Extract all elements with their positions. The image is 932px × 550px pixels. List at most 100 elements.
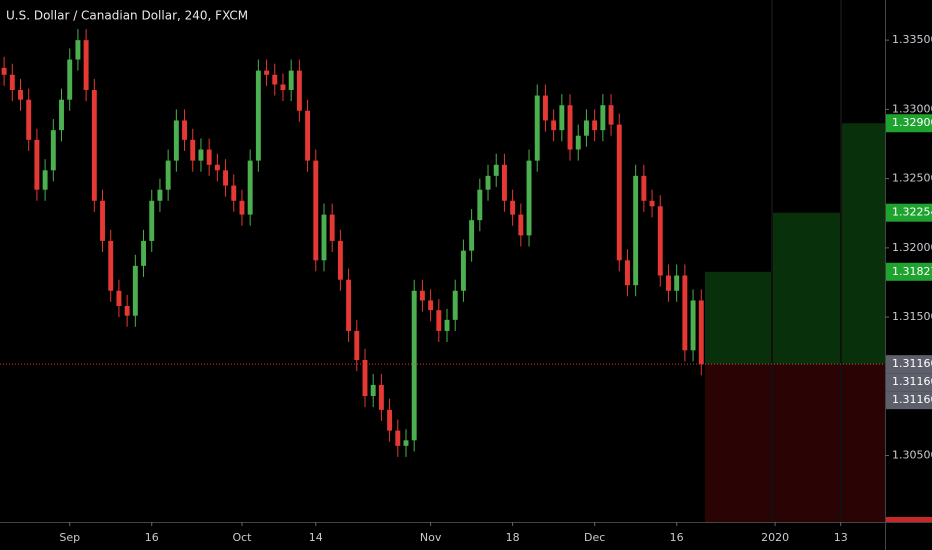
y-tick-label: 1.32000 bbox=[892, 241, 932, 254]
candle-body bbox=[231, 185, 237, 201]
y-tick-label: 1.31500 bbox=[892, 310, 932, 323]
candle-body bbox=[493, 164, 499, 176]
stop-tag bbox=[886, 517, 932, 522]
candle-body bbox=[26, 99, 32, 140]
candle-body bbox=[444, 319, 450, 331]
price-tag-label: 1.31160 bbox=[892, 375, 932, 388]
candle-body bbox=[690, 300, 696, 351]
candle-body bbox=[592, 120, 598, 131]
y-tick-label: 1.30500 bbox=[892, 449, 932, 462]
price-tag-label: 1.31160 bbox=[892, 393, 932, 406]
target-tag bbox=[886, 262, 932, 281]
target-tag bbox=[886, 203, 932, 222]
candle-body bbox=[698, 300, 704, 365]
candle-body bbox=[501, 164, 507, 201]
candle-body bbox=[255, 70, 261, 161]
candle-body bbox=[83, 40, 89, 90]
candle-body bbox=[600, 105, 606, 131]
candle-body bbox=[280, 84, 286, 90]
candle-body bbox=[1, 67, 7, 75]
candle-body bbox=[75, 40, 81, 60]
target-zone bbox=[772, 212, 841, 365]
x-tick-label: 16 bbox=[670, 531, 684, 544]
x-tick-label: 18 bbox=[506, 531, 520, 544]
candle-body bbox=[124, 306, 130, 316]
candle-body bbox=[182, 120, 188, 140]
candle-body bbox=[198, 149, 204, 161]
candle-body bbox=[518, 214, 524, 236]
target-zone bbox=[705, 271, 772, 365]
candle-body bbox=[362, 360, 368, 396]
x-tick-label: 2020 bbox=[761, 531, 789, 544]
candle-body bbox=[50, 130, 56, 171]
price-tag bbox=[886, 391, 932, 410]
candle-body bbox=[214, 164, 220, 171]
candle-body bbox=[419, 290, 425, 301]
candle-body bbox=[329, 214, 335, 241]
candle-body bbox=[674, 275, 680, 291]
candle-body bbox=[354, 330, 360, 360]
last-price-tag-label: 1.31160 bbox=[892, 357, 932, 370]
candle-body bbox=[542, 95, 548, 121]
candle-body bbox=[18, 90, 23, 100]
candle-body bbox=[305, 110, 311, 161]
candle-body bbox=[608, 105, 614, 125]
candle-body bbox=[624, 260, 630, 286]
x-tick-label: Dec bbox=[584, 531, 605, 544]
candle-body bbox=[641, 175, 647, 201]
candle-body bbox=[67, 59, 73, 100]
y-tick-label: 1.33500 bbox=[892, 33, 932, 46]
target-tag-label: 1.32254 bbox=[892, 206, 932, 219]
candle-body bbox=[132, 265, 138, 316]
candle-body bbox=[526, 160, 532, 236]
candle-body bbox=[59, 99, 64, 131]
candle-body bbox=[108, 240, 114, 291]
candle-body bbox=[510, 200, 516, 215]
candle-body bbox=[666, 275, 671, 291]
candle-body bbox=[190, 139, 196, 161]
candle-body bbox=[346, 279, 352, 331]
candle-body bbox=[403, 440, 409, 446]
candle-body bbox=[149, 200, 155, 241]
candle-body bbox=[452, 290, 458, 320]
candle-body bbox=[157, 189, 163, 201]
candle-body bbox=[173, 120, 179, 161]
candle-body bbox=[559, 105, 565, 131]
y-tick-label: 1.32500 bbox=[892, 172, 932, 185]
candle-body bbox=[583, 120, 589, 136]
candle-body bbox=[34, 139, 40, 190]
x-tick-label: 14 bbox=[309, 531, 323, 544]
target-tag-label: 1.31827 bbox=[892, 265, 932, 278]
candle-body bbox=[436, 310, 442, 331]
x-tick-label: 13 bbox=[834, 531, 848, 544]
candle-body bbox=[411, 290, 417, 441]
candle-body bbox=[223, 170, 229, 186]
candle-body bbox=[337, 240, 343, 280]
candle-body bbox=[616, 124, 622, 261]
candle-body bbox=[321, 214, 327, 261]
candle-body bbox=[551, 120, 557, 131]
candle-body bbox=[534, 95, 540, 161]
candle-body bbox=[264, 70, 270, 75]
x-tick-label: Sep bbox=[59, 531, 80, 544]
candle-body bbox=[485, 175, 491, 190]
last-price-tag bbox=[886, 355, 932, 374]
candle-body bbox=[567, 105, 573, 150]
candle-body bbox=[42, 170, 48, 190]
candle-body bbox=[370, 384, 376, 396]
candle-body bbox=[575, 135, 581, 150]
plot-area bbox=[0, 0, 885, 522]
candle-body bbox=[313, 160, 319, 261]
candle-body bbox=[100, 200, 105, 241]
stop-zone bbox=[705, 364, 885, 522]
price-tags: 1.31827 1.32254 1.32900 1.31160 1.31160 1.311… bbox=[886, 114, 932, 522]
candle-body bbox=[296, 70, 302, 111]
candle-body bbox=[633, 175, 639, 286]
target-zone bbox=[841, 123, 885, 365]
candle-body bbox=[460, 250, 466, 291]
candle-body bbox=[428, 300, 434, 311]
x-tick-label: Oct bbox=[232, 531, 252, 544]
candle-body bbox=[141, 240, 146, 266]
